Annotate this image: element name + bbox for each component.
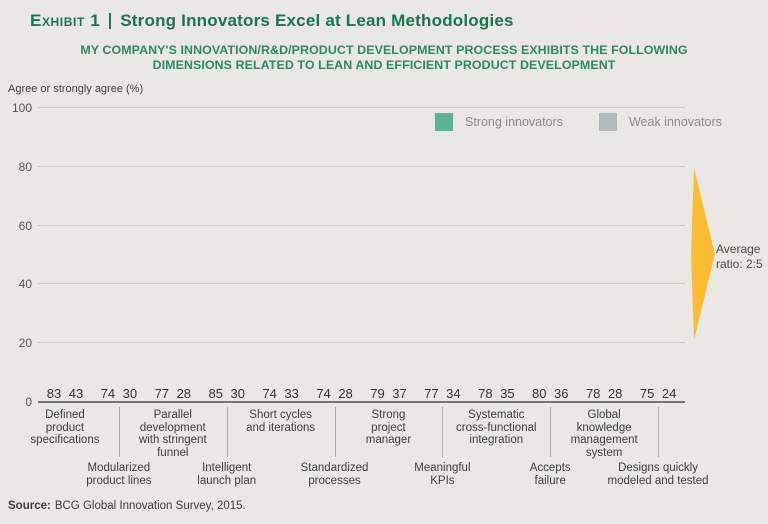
bar-value-label: 83: [46, 386, 62, 401]
x-axis-labels: Defined product specifications Modularize…: [30, 404, 709, 494]
bar-value-label: 77: [154, 386, 170, 401]
average-ratio-annotation: Average ratio: 2:5: [716, 242, 763, 271]
bar-value-label: 37: [392, 386, 407, 401]
x-category-label: Global knowledge management system: [570, 409, 638, 459]
x-category-label: Standardized processes: [300, 462, 369, 487]
category-separator-tick: [550, 407, 552, 457]
x-category-label: Defined product specifications: [30, 409, 100, 446]
x-category-label: Intelligent launch plan: [197, 462, 257, 487]
bar-value-label: 30: [122, 386, 138, 401]
bar-value-label: 28: [607, 386, 623, 401]
category-slot: 74 28: [308, 108, 362, 402]
bar-value-label: 78: [478, 386, 493, 401]
x-category-label: Modularized product lines: [86, 462, 152, 487]
bar-value-label: 34: [446, 386, 461, 401]
category-slot: 83 43: [38, 108, 92, 402]
category-slot: 75 24: [631, 108, 685, 402]
gridline-60: [38, 224, 685, 226]
category-slot: 79 37: [362, 108, 416, 402]
category-slot: 85 30: [200, 108, 254, 402]
source-text: BCG Global Innovation Survey, 2015.: [54, 500, 246, 512]
plot-area: 83 43 74 30 77 28 85 30 74 33 74 28 79 37 77 34 78 35 80 36…: [12, 101, 685, 409]
gridline-20: [38, 342, 685, 344]
category-separator-tick: [118, 407, 120, 457]
bar-value-label: 74: [100, 386, 116, 401]
source-note: Source: BCG Global Innovation Survey, 201…: [8, 500, 246, 512]
bars-row: 83 43 74 30 77 28 85 30 74 33 74 28 79 37 77 34 78 35 80 36…: [38, 108, 685, 402]
category-slot: 77 34: [415, 108, 469, 402]
title-separator: [109, 13, 112, 29]
bar-value-label: 79: [370, 386, 385, 401]
y-tick-label-60: 60: [18, 218, 32, 233]
bar-value-label: 30: [230, 386, 245, 401]
category-slot: 77 28: [146, 108, 200, 402]
category-slot: 80 36: [523, 108, 577, 402]
legend: Strong innovators Weak innovators: [435, 113, 722, 131]
bar-value-label: 78: [585, 386, 601, 401]
gridline-40: [38, 283, 685, 285]
category-slot: 78 35: [469, 108, 523, 402]
y-axis-label: Agree or strongly agree (%): [8, 83, 144, 95]
x-category-label: Systematic cross-functional integration: [456, 409, 537, 446]
exhibit-number-label: Exhibit 1: [30, 11, 101, 30]
y-tick-label-0: 0: [25, 395, 32, 409]
gridline-80: [38, 165, 685, 167]
bar-value-label: 80: [532, 386, 547, 401]
legend-label-strong-innovators: Strong innovators: [465, 115, 563, 129]
bar-value-label: 28: [176, 386, 192, 401]
chart-subtitle: MY COMPANY'S INNOVATION/R&D/PRODUCT DEVE…: [80, 43, 688, 72]
category-separator-tick: [334, 407, 336, 457]
category-slot: 74 33: [254, 108, 308, 402]
exhibit-header: Exhibit 1 Strong Innovators Excel at Lean…: [30, 11, 514, 31]
x-category-label: Accepts failure: [529, 462, 571, 487]
bar-value-label: 36: [554, 386, 569, 401]
bar-value-label: 74: [316, 386, 331, 401]
bar-value-label: 85: [208, 386, 223, 401]
bar-value-label: 77: [424, 386, 439, 401]
y-tick-label-20: 20: [18, 336, 32, 351]
y-tick-label-80: 80: [18, 159, 32, 174]
bar-value-label: 33: [284, 386, 299, 401]
exhibit-title: Strong Innovators Excel at Lean Methodol…: [120, 11, 514, 30]
legend-swatch-strong-innovators: [435, 113, 453, 131]
x-category-label: Strong project manager: [365, 409, 412, 446]
bar-value-label: 75: [639, 386, 655, 401]
category-slot: 78 28: [577, 108, 631, 402]
average-ratio-arrow-icon: [687, 166, 717, 342]
x-axis-baseline: [38, 401, 685, 403]
category-separator-tick: [226, 407, 228, 457]
bar-value-label: 43: [68, 386, 84, 401]
y-tick-label-40: 40: [18, 277, 32, 292]
source-label: Source:: [8, 500, 51, 512]
gridline-100: [38, 107, 685, 108]
x-category-label: Short cycles and iterations: [246, 409, 316, 434]
bar-value-label: 24: [661, 386, 677, 401]
x-category-label: Parallel development with stringent funn…: [138, 409, 207, 459]
category-separator-tick: [658, 407, 660, 457]
legend-item-strong-innovators: Strong innovators: [435, 113, 563, 131]
bar-value-label: 35: [500, 386, 515, 401]
category-slot: 74 30: [92, 108, 146, 402]
category-separator-tick: [442, 407, 444, 457]
bar-value-label: 28: [338, 386, 353, 401]
x-category-label: Designs quickly modeled and tested: [607, 462, 709, 487]
legend-swatch-weak-innovators: [598, 113, 617, 131]
bar-value-label: 74: [262, 386, 277, 401]
legend-label-weak-innovators: Weak innovators: [628, 115, 722, 129]
legend-item-weak-innovators: Weak innovators: [598, 113, 722, 131]
x-category-label: Meaningful KPIs: [414, 462, 471, 487]
y-tick-label-100: 100: [11, 101, 32, 115]
